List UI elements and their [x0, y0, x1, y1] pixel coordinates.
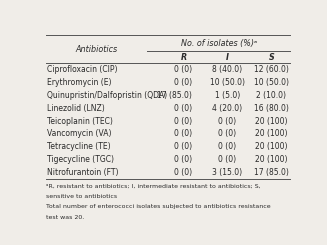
Text: 10 (50.0): 10 (50.0): [254, 78, 289, 87]
Text: 0 (0): 0 (0): [174, 117, 192, 126]
Text: 0 (0): 0 (0): [174, 129, 192, 138]
Text: 0 (0): 0 (0): [174, 155, 192, 164]
Text: 3 (15.0): 3 (15.0): [212, 168, 242, 177]
Text: 8 (40.0): 8 (40.0): [212, 65, 242, 74]
Text: 17 (85.0): 17 (85.0): [254, 168, 289, 177]
Text: Linezolid (LNZ): Linezolid (LNZ): [47, 104, 105, 113]
Text: 1 (5.0): 1 (5.0): [215, 91, 240, 100]
Text: Vancomycin (VA): Vancomycin (VA): [47, 129, 112, 138]
Text: R: R: [181, 53, 187, 62]
Text: 0 (0): 0 (0): [174, 65, 192, 74]
Text: Ciprofloxacin (CIP): Ciprofloxacin (CIP): [47, 65, 118, 74]
Text: 0 (0): 0 (0): [218, 129, 236, 138]
Text: 17 (85.0): 17 (85.0): [157, 91, 192, 100]
Text: Tigecycline (TGC): Tigecycline (TGC): [47, 155, 114, 164]
Text: 0 (0): 0 (0): [174, 104, 192, 113]
Text: 10 (50.0): 10 (50.0): [210, 78, 245, 87]
Text: Tetracycline (TE): Tetracycline (TE): [47, 142, 111, 151]
Text: S: S: [268, 53, 274, 62]
Text: 12 (60.0): 12 (60.0): [254, 65, 289, 74]
Text: No. of isolates (%)ᵃ: No. of isolates (%)ᵃ: [181, 38, 257, 48]
Text: 4 (20.0): 4 (20.0): [212, 104, 242, 113]
Text: 20 (100): 20 (100): [255, 155, 288, 164]
Text: 0 (0): 0 (0): [218, 117, 236, 126]
Text: I: I: [226, 53, 229, 62]
Text: 16 (80.0): 16 (80.0): [254, 104, 289, 113]
Text: 0 (0): 0 (0): [218, 155, 236, 164]
Text: 20 (100): 20 (100): [255, 142, 288, 151]
Text: 20 (100): 20 (100): [255, 117, 288, 126]
Text: Antibiotics: Antibiotics: [76, 45, 118, 54]
Text: Quinupristin/Dalfopristin (QDA): Quinupristin/Dalfopristin (QDA): [47, 91, 167, 100]
Text: 0 (0): 0 (0): [174, 168, 192, 177]
Text: Erythromycin (E): Erythromycin (E): [47, 78, 112, 87]
Text: Total number of enterococci isolates subjected to antibiotics resistance: Total number of enterococci isolates sub…: [46, 204, 270, 209]
Text: 20 (100): 20 (100): [255, 129, 288, 138]
Text: test was 20.: test was 20.: [46, 215, 84, 220]
Text: Teicoplanin (TEC): Teicoplanin (TEC): [47, 117, 113, 126]
Text: 2 (10.0): 2 (10.0): [256, 91, 286, 100]
Text: ᵃR, resistant to antibiotics; I, intermediate resistant to antibiotics; S,: ᵃR, resistant to antibiotics; I, interme…: [46, 184, 261, 188]
Text: 0 (0): 0 (0): [174, 78, 192, 87]
Text: sensitive to antibiotics: sensitive to antibiotics: [46, 194, 117, 199]
Text: 0 (0): 0 (0): [174, 142, 192, 151]
Text: Nitrofurantoin (FT): Nitrofurantoin (FT): [47, 168, 119, 177]
Text: 0 (0): 0 (0): [218, 142, 236, 151]
